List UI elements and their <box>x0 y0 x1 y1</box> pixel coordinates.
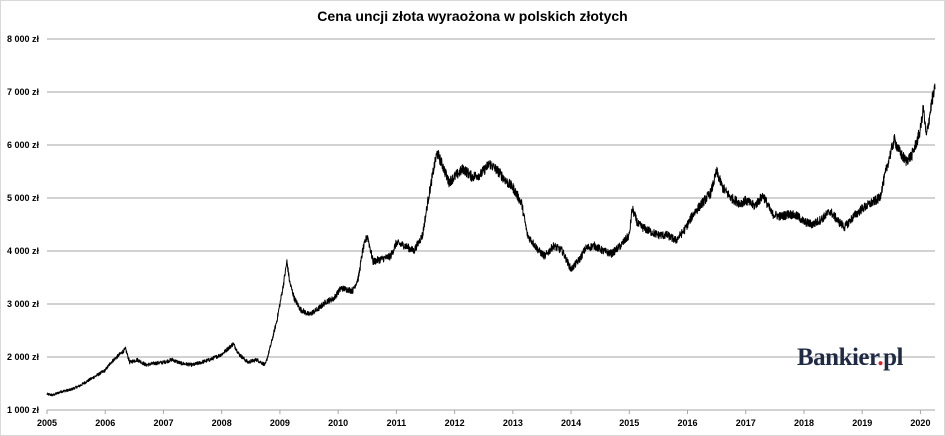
x-tick-label: 2010 <box>328 418 348 428</box>
x-tick-label: 2016 <box>678 418 698 428</box>
bankier-logo: Bankier.pl <box>797 344 903 372</box>
y-tick-label: 8 000 zł <box>7 34 40 44</box>
x-tick-label: 2014 <box>561 418 581 428</box>
y-tick-label: 5 000 zł <box>7 193 40 203</box>
x-tick-labels: 2005 2006 2007 2008 2009 2010 2011 2012 2013 2014… <box>37 418 930 428</box>
price-series <box>46 83 936 397</box>
x-tick-label: 2013 <box>503 418 523 428</box>
x-tick-label: 2007 <box>153 418 173 428</box>
x-tick-label: 2012 <box>445 418 465 428</box>
x-tick-label: 2006 <box>95 418 115 428</box>
y-tick-label: 6 000 zł <box>7 140 40 150</box>
y-tick-label: 1 000 zł <box>7 405 40 415</box>
x-tick-label: 2009 <box>270 418 290 428</box>
y-tick-labels: 1 000 zł 2 000 zł 3 000 zł 4 000 zł 5 000 zł… <box>7 34 40 415</box>
x-tick-label: 2020 <box>910 418 930 428</box>
y-tick-label: 3 000 zł <box>7 299 40 309</box>
y-tick-label: 4 000 zł <box>7 246 40 256</box>
x-tick-label: 2011 <box>387 418 407 428</box>
x-tick-label: 2008 <box>212 418 232 428</box>
x-tick-label: 2018 <box>794 418 814 428</box>
x-tick-label: 2017 <box>736 418 756 428</box>
x-tick-label: 2005 <box>37 418 57 428</box>
x-tick-label: 2015 <box>619 418 639 428</box>
y-gridlines <box>47 38 935 411</box>
x-tick-label: 2019 <box>852 418 872 428</box>
x-axis <box>46 409 935 414</box>
chart-title: Cena uncji złota wyraożona w polskich zł… <box>317 8 628 24</box>
y-tick-label: 7 000 zł <box>7 87 40 97</box>
logo-suffix: pl <box>883 344 903 371</box>
y-tick-label: 2 000 zł <box>7 352 40 362</box>
logo-text: Bankier <box>797 344 878 371</box>
series-line <box>46 83 936 397</box>
logo-dot: . <box>877 344 884 371</box>
